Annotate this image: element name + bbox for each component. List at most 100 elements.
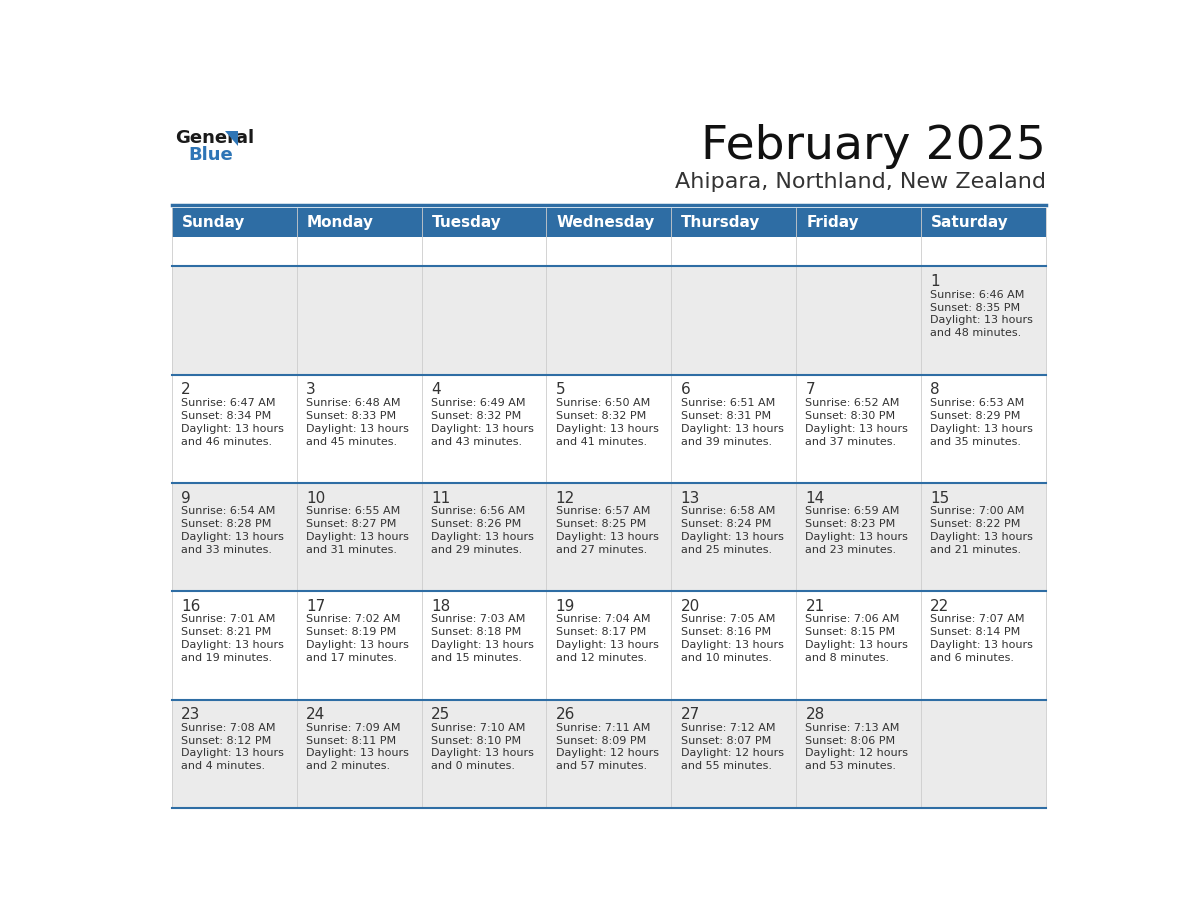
Polygon shape <box>225 131 239 146</box>
Text: Sunset: 8:32 PM: Sunset: 8:32 PM <box>556 410 646 420</box>
Text: Daylight: 13 hours: Daylight: 13 hours <box>307 424 409 433</box>
Text: Sunrise: 7:04 AM: Sunrise: 7:04 AM <box>556 614 650 624</box>
Text: Sunset: 8:10 PM: Sunset: 8:10 PM <box>431 735 522 745</box>
Text: and 57 minutes.: and 57 minutes. <box>556 761 646 771</box>
Text: and 25 minutes.: and 25 minutes. <box>681 545 772 554</box>
Text: Sunrise: 6:48 AM: Sunrise: 6:48 AM <box>307 397 400 408</box>
Text: Tuesday: Tuesday <box>431 215 501 230</box>
Text: and 37 minutes.: and 37 minutes. <box>805 437 897 447</box>
Text: Sunrise: 6:51 AM: Sunrise: 6:51 AM <box>681 397 775 408</box>
Text: Daylight: 13 hours: Daylight: 13 hours <box>805 532 909 542</box>
Text: Sunrise: 7:12 AM: Sunrise: 7:12 AM <box>681 722 775 733</box>
Text: 24: 24 <box>307 707 326 722</box>
Text: Daylight: 13 hours: Daylight: 13 hours <box>307 640 409 650</box>
Text: 1: 1 <box>930 274 940 289</box>
Text: Sunrise: 6:50 AM: Sunrise: 6:50 AM <box>556 397 650 408</box>
Text: Sunset: 8:30 PM: Sunset: 8:30 PM <box>805 410 896 420</box>
Text: Sunset: 8:31 PM: Sunset: 8:31 PM <box>681 410 771 420</box>
Text: Sunrise: 7:03 AM: Sunrise: 7:03 AM <box>431 614 525 624</box>
Text: 3: 3 <box>307 383 316 397</box>
Bar <box>172 375 1045 483</box>
Text: Sunset: 8:25 PM: Sunset: 8:25 PM <box>556 519 646 529</box>
Text: Sunrise: 7:01 AM: Sunrise: 7:01 AM <box>181 614 276 624</box>
Bar <box>172 266 1045 375</box>
Text: 8: 8 <box>930 383 940 397</box>
Text: Daylight: 13 hours: Daylight: 13 hours <box>556 424 658 433</box>
Text: and 33 minutes.: and 33 minutes. <box>181 545 272 554</box>
Text: Daylight: 13 hours: Daylight: 13 hours <box>681 640 783 650</box>
Text: Sunset: 8:15 PM: Sunset: 8:15 PM <box>805 627 896 637</box>
Text: and 55 minutes.: and 55 minutes. <box>681 761 771 771</box>
Text: Sunrise: 7:05 AM: Sunrise: 7:05 AM <box>681 614 775 624</box>
Text: Sunset: 8:19 PM: Sunset: 8:19 PM <box>307 627 396 637</box>
Text: Sunrise: 6:57 AM: Sunrise: 6:57 AM <box>556 506 650 516</box>
Text: Sunrise: 7:06 AM: Sunrise: 7:06 AM <box>805 614 899 624</box>
Text: Sunrise: 6:58 AM: Sunrise: 6:58 AM <box>681 506 775 516</box>
Text: 27: 27 <box>681 707 700 722</box>
Text: Daylight: 13 hours: Daylight: 13 hours <box>181 532 284 542</box>
Text: Sunset: 8:24 PM: Sunset: 8:24 PM <box>681 519 771 529</box>
Text: and 2 minutes.: and 2 minutes. <box>307 761 390 771</box>
Text: Daylight: 13 hours: Daylight: 13 hours <box>181 640 284 650</box>
Text: and 4 minutes.: and 4 minutes. <box>181 761 265 771</box>
Text: Sunrise: 6:46 AM: Sunrise: 6:46 AM <box>930 289 1025 299</box>
Text: Ahipara, Northland, New Zealand: Ahipara, Northland, New Zealand <box>675 172 1045 192</box>
Text: Saturday: Saturday <box>931 215 1009 230</box>
Text: Sunrise: 6:59 AM: Sunrise: 6:59 AM <box>805 506 899 516</box>
Text: Sunrise: 6:56 AM: Sunrise: 6:56 AM <box>431 506 525 516</box>
Text: 16: 16 <box>181 599 201 614</box>
Text: Sunrise: 6:53 AM: Sunrise: 6:53 AM <box>930 397 1024 408</box>
Text: Daylight: 13 hours: Daylight: 13 hours <box>307 748 409 758</box>
Text: and 0 minutes.: and 0 minutes. <box>431 761 514 771</box>
Text: and 48 minutes.: and 48 minutes. <box>930 329 1022 339</box>
Text: Sunset: 8:35 PM: Sunset: 8:35 PM <box>930 303 1020 312</box>
Text: Sunset: 8:34 PM: Sunset: 8:34 PM <box>181 410 271 420</box>
Text: Sunrise: 6:49 AM: Sunrise: 6:49 AM <box>431 397 525 408</box>
Text: and 46 minutes.: and 46 minutes. <box>181 437 272 447</box>
Text: Sunset: 8:27 PM: Sunset: 8:27 PM <box>307 519 397 529</box>
Bar <box>172 483 1045 591</box>
Text: 12: 12 <box>556 491 575 506</box>
Text: Daylight: 13 hours: Daylight: 13 hours <box>556 640 658 650</box>
Text: 25: 25 <box>431 707 450 722</box>
Text: Sunrise: 7:08 AM: Sunrise: 7:08 AM <box>181 722 276 733</box>
Text: and 45 minutes.: and 45 minutes. <box>307 437 397 447</box>
Text: Daylight: 13 hours: Daylight: 13 hours <box>556 532 658 542</box>
Text: and 10 minutes.: and 10 minutes. <box>681 654 771 663</box>
Text: and 29 minutes.: and 29 minutes. <box>431 545 522 554</box>
Text: 4: 4 <box>431 383 441 397</box>
Text: 21: 21 <box>805 599 824 614</box>
Text: Sunset: 8:07 PM: Sunset: 8:07 PM <box>681 735 771 745</box>
Text: Daylight: 13 hours: Daylight: 13 hours <box>930 424 1034 433</box>
Text: 7: 7 <box>805 383 815 397</box>
Text: Sunset: 8:26 PM: Sunset: 8:26 PM <box>431 519 522 529</box>
Text: Daylight: 12 hours: Daylight: 12 hours <box>681 748 784 758</box>
Text: 5: 5 <box>556 383 565 397</box>
Text: Daylight: 13 hours: Daylight: 13 hours <box>431 640 533 650</box>
Text: and 23 minutes.: and 23 minutes. <box>805 545 897 554</box>
Text: Sunset: 8:32 PM: Sunset: 8:32 PM <box>431 410 522 420</box>
Text: and 27 minutes.: and 27 minutes. <box>556 545 647 554</box>
Text: Monday: Monday <box>307 215 374 230</box>
Text: and 15 minutes.: and 15 minutes. <box>431 654 522 663</box>
Text: 6: 6 <box>681 383 690 397</box>
Bar <box>172 591 1045 700</box>
Text: Daylight: 13 hours: Daylight: 13 hours <box>307 532 409 542</box>
Text: Sunrise: 6:55 AM: Sunrise: 6:55 AM <box>307 506 400 516</box>
Bar <box>172 700 1045 808</box>
Text: and 53 minutes.: and 53 minutes. <box>805 761 897 771</box>
Text: and 35 minutes.: and 35 minutes. <box>930 437 1022 447</box>
Text: Daylight: 12 hours: Daylight: 12 hours <box>805 748 909 758</box>
Text: 15: 15 <box>930 491 949 506</box>
Text: Sunset: 8:11 PM: Sunset: 8:11 PM <box>307 735 396 745</box>
Text: Daylight: 13 hours: Daylight: 13 hours <box>930 640 1034 650</box>
Text: Sunset: 8:22 PM: Sunset: 8:22 PM <box>930 519 1020 529</box>
Text: and 8 minutes.: and 8 minutes. <box>805 654 890 663</box>
Text: Daylight: 13 hours: Daylight: 13 hours <box>431 532 533 542</box>
Bar <box>172 208 1045 237</box>
Text: 9: 9 <box>181 491 191 506</box>
Text: Daylight: 12 hours: Daylight: 12 hours <box>556 748 658 758</box>
Text: Daylight: 13 hours: Daylight: 13 hours <box>805 424 909 433</box>
Text: 14: 14 <box>805 491 824 506</box>
Text: and 39 minutes.: and 39 minutes. <box>681 437 772 447</box>
